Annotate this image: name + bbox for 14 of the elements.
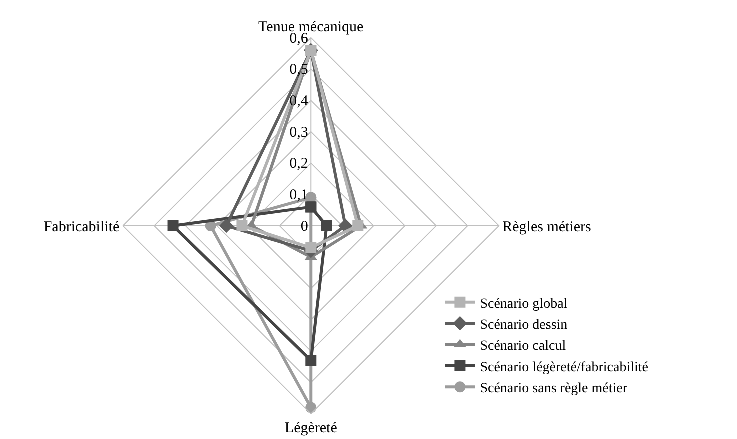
y-tick-label: 0,1 [290,188,308,204]
legend-label: Scénario sans règle métier [480,382,628,397]
legend-label: Scénario global [480,296,568,312]
y-tick-label: 0,4 [290,94,309,110]
spoke-label: Fabricabilité [44,219,120,236]
y-tick-label: 0,3 [290,124,308,141]
legend-label: Scénario dessin [480,318,568,333]
legend-label: Scénario légèreté/fabricabilité [480,360,648,376]
y-tick-label: 0,6 [290,30,309,47]
y-tick-label: 0 [300,218,308,235]
spoke-label: Légèreté [284,420,338,436]
legend-label: Scénario calcul [480,339,566,354]
y-tick-label: 0,2 [290,156,308,172]
spoke-label: Règles métiers [502,219,592,236]
